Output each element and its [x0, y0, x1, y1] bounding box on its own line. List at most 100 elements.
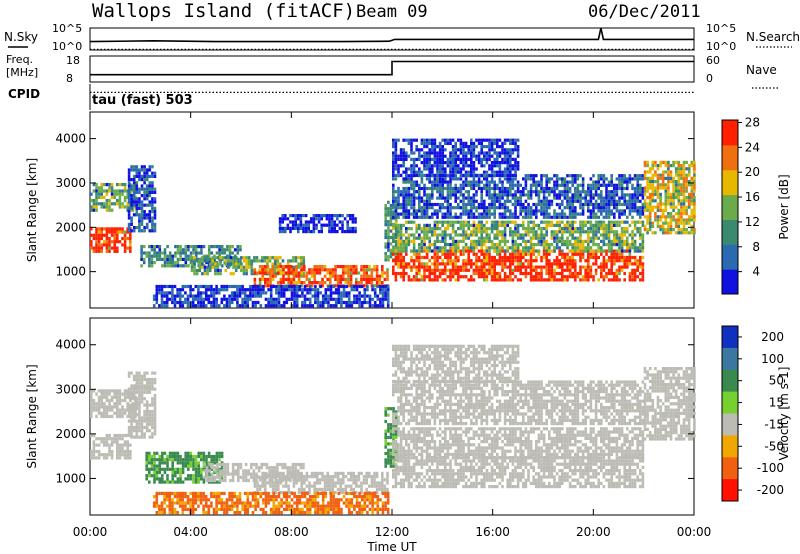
power-cell — [542, 212, 546, 216]
power-cell — [682, 231, 686, 235]
power-cell — [516, 148, 520, 152]
power-cell — [470, 196, 473, 200]
power-colorbar-swatch — [722, 169, 738, 196]
power-cell — [563, 177, 567, 181]
power-cell — [451, 243, 455, 247]
power-cell — [631, 199, 634, 203]
power-cell — [436, 183, 439, 187]
power-cell — [594, 212, 598, 216]
power-cell — [667, 215, 670, 219]
power-cell — [213, 257, 216, 261]
power-cell — [680, 167, 683, 171]
power-cell — [140, 213, 144, 217]
power-cell — [392, 186, 395, 191]
power-cell — [428, 199, 431, 203]
power-cell — [545, 233, 548, 237]
power-cell — [623, 230, 626, 234]
power-cell — [329, 291, 333, 295]
power-cell — [607, 243, 611, 247]
power-cell — [462, 268, 465, 272]
power-cell — [428, 193, 431, 197]
power-cell — [480, 186, 483, 191]
power-cell — [264, 265, 267, 269]
power-cell — [651, 199, 655, 203]
power-cell — [138, 219, 141, 223]
power-cell — [503, 236, 507, 240]
power-cell — [301, 291, 304, 295]
power-cell — [449, 246, 452, 250]
power-cell — [514, 161, 517, 165]
power-cell — [661, 221, 665, 225]
power-cell — [130, 200, 133, 204]
power-cell — [228, 251, 232, 255]
power-cell — [558, 249, 561, 253]
power-cell — [550, 190, 554, 194]
power-cell — [693, 208, 696, 212]
power-cell — [639, 230, 642, 234]
power-cell — [423, 243, 426, 247]
power-cell — [316, 304, 320, 308]
power-cell — [418, 151, 421, 155]
power-cell — [535, 209, 538, 213]
power-cell — [651, 167, 655, 171]
power-cell — [623, 180, 626, 184]
power-cell — [394, 262, 398, 266]
power-cell — [623, 199, 626, 203]
power-cell — [308, 300, 312, 305]
power-cell — [431, 157, 434, 161]
power-cell — [618, 202, 621, 207]
power-cell — [418, 236, 421, 240]
power-cell — [454, 174, 457, 178]
power-cell — [566, 202, 569, 207]
power-cell — [561, 265, 564, 269]
power-cell — [509, 164, 512, 168]
power-cell — [626, 246, 629, 250]
power-cell — [674, 212, 678, 216]
power-cell — [661, 170, 665, 174]
power-cell — [457, 170, 460, 174]
power-cell — [498, 186, 502, 191]
power-cell — [394, 157, 398, 161]
power-cell — [643, 224, 647, 228]
power-cell — [579, 236, 582, 240]
power-cell — [402, 209, 405, 213]
power-cell — [197, 297, 200, 301]
power-cell — [503, 262, 507, 266]
power-cell — [693, 189, 696, 193]
power-cell — [626, 177, 629, 181]
power-cell — [292, 256, 295, 260]
power-cell — [220, 264, 224, 268]
power-cell — [563, 275, 567, 279]
power-cell — [108, 208, 111, 212]
power-cell — [659, 186, 662, 190]
power-cell — [387, 242, 390, 246]
power-cell — [173, 297, 177, 301]
power-cell — [198, 268, 202, 273]
power-cell — [347, 297, 351, 301]
power-cell — [140, 178, 144, 182]
power-cell — [592, 236, 595, 240]
power-cell — [516, 186, 520, 191]
power-cell — [674, 218, 678, 222]
power-cell — [661, 231, 665, 235]
power-cell — [423, 239, 426, 243]
power-cell — [242, 256, 246, 260]
power-cell — [389, 203, 393, 208]
power-cell — [142, 257, 146, 261]
power-cell — [118, 230, 122, 234]
power-cell — [123, 249, 127, 253]
power-cell — [529, 236, 533, 240]
power-cell — [360, 265, 363, 269]
power-cell — [485, 174, 489, 178]
power-cell — [690, 160, 694, 164]
power-cell — [628, 259, 632, 263]
power-cell — [555, 239, 559, 243]
power-cell — [384, 284, 387, 289]
power-cell — [600, 252, 603, 256]
power-cell — [524, 271, 528, 276]
power-cell — [407, 209, 411, 213]
power-cell — [613, 223, 616, 227]
power-cell — [90, 246, 93, 250]
power-cell — [685, 173, 688, 177]
power-cell — [423, 209, 426, 213]
